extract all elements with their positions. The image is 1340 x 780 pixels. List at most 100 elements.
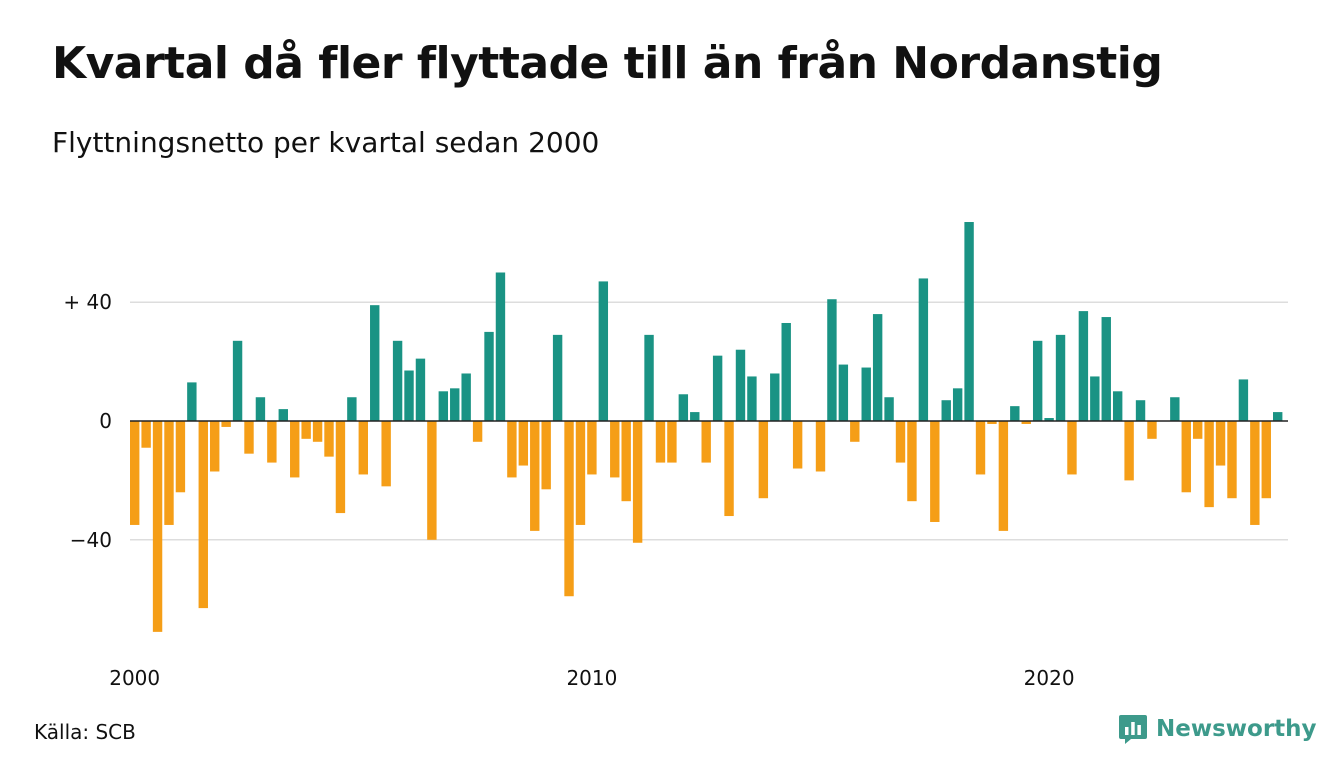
grid-lines <box>130 301 1288 541</box>
bar <box>1250 421 1260 525</box>
bar <box>655 421 666 463</box>
bar <box>1078 311 1089 421</box>
bar <box>1067 421 1077 475</box>
bar <box>907 421 917 502</box>
bar <box>610 421 620 478</box>
x-tick-label: 2010 <box>566 666 617 690</box>
bar <box>427 421 437 540</box>
bar <box>312 421 323 442</box>
bar <box>575 421 586 525</box>
bar <box>1170 397 1180 421</box>
bar <box>747 376 757 421</box>
bar <box>952 388 963 421</box>
bar <box>724 421 734 517</box>
bar <box>210 421 220 472</box>
bar <box>792 421 803 469</box>
bar <box>290 421 300 478</box>
bar <box>667 421 677 463</box>
bar <box>1147 421 1157 439</box>
bar <box>872 314 883 421</box>
bar <box>1055 334 1066 421</box>
bar <box>461 373 471 421</box>
bar <box>1101 317 1111 421</box>
bar <box>930 421 940 522</box>
bar <box>850 421 860 442</box>
bar <box>1273 412 1283 421</box>
bar <box>232 340 243 421</box>
bar <box>861 367 871 421</box>
bar <box>815 421 826 472</box>
bar <box>941 400 951 421</box>
bar <box>781 322 791 421</box>
y-tick-label: 0 <box>99 409 112 433</box>
bar <box>1227 421 1237 499</box>
bar <box>1192 421 1203 439</box>
bar <box>267 421 277 463</box>
bar <box>678 394 689 421</box>
y-tick-label: + 40 <box>63 290 112 314</box>
bar <box>838 364 849 421</box>
bar <box>1112 391 1123 421</box>
bar <box>587 421 597 475</box>
bar <box>1238 379 1249 421</box>
bars <box>130 222 1283 632</box>
bar <box>244 421 254 454</box>
bar <box>964 222 974 421</box>
bar <box>918 278 929 421</box>
bar <box>530 421 540 531</box>
bar <box>701 421 711 463</box>
bar <box>392 340 403 421</box>
bar <box>1181 421 1191 493</box>
bar <box>1032 340 1043 421</box>
bar <box>484 331 494 421</box>
bar <box>255 397 266 421</box>
bar <box>130 421 140 525</box>
bar <box>1204 421 1214 508</box>
bar <box>347 397 357 421</box>
bar <box>370 305 380 421</box>
bar <box>278 409 288 421</box>
bar <box>404 370 414 421</box>
chart-title: Kvartal då fler flyttade till än från No… <box>52 38 1163 89</box>
chart-subtitle: Flyttningsnetto per kvartal sedan 2000 <box>52 126 600 159</box>
bar <box>1124 421 1134 481</box>
bar <box>1010 406 1020 421</box>
bar <box>632 421 643 543</box>
x-axis-ticks: 2000 2010 2020 <box>109 666 1074 690</box>
bar <box>1261 421 1271 499</box>
bar <box>621 421 631 502</box>
bar <box>1044 418 1054 421</box>
bar <box>187 382 197 421</box>
bar <box>1021 421 1031 424</box>
bar <box>884 397 894 421</box>
bar <box>507 421 517 478</box>
bar <box>175 421 186 493</box>
y-tick-label: −40 <box>70 528 112 552</box>
y-axis-ticks: + 40 0 −40 <box>63 290 112 552</box>
bar <box>518 421 529 466</box>
source-note: Källa: SCB <box>34 720 136 744</box>
bar <box>198 421 208 609</box>
bar <box>644 334 654 421</box>
x-tick-label: 2020 <box>1024 666 1075 690</box>
bar <box>381 421 391 487</box>
bar <box>438 391 449 421</box>
bar <box>495 272 506 421</box>
bar <box>827 299 837 421</box>
bar <box>735 349 746 421</box>
bar <box>1090 376 1100 421</box>
bar <box>164 421 174 525</box>
bar <box>358 421 368 475</box>
bar <box>152 421 163 632</box>
bar <box>975 421 986 475</box>
bar <box>415 358 426 421</box>
bar <box>564 421 574 597</box>
bar <box>450 388 460 421</box>
bar <box>690 412 700 421</box>
bar <box>335 421 346 514</box>
bar <box>598 281 609 421</box>
bar <box>221 421 231 427</box>
brand-name: Newsworthy <box>1156 716 1317 742</box>
bar <box>758 421 769 499</box>
